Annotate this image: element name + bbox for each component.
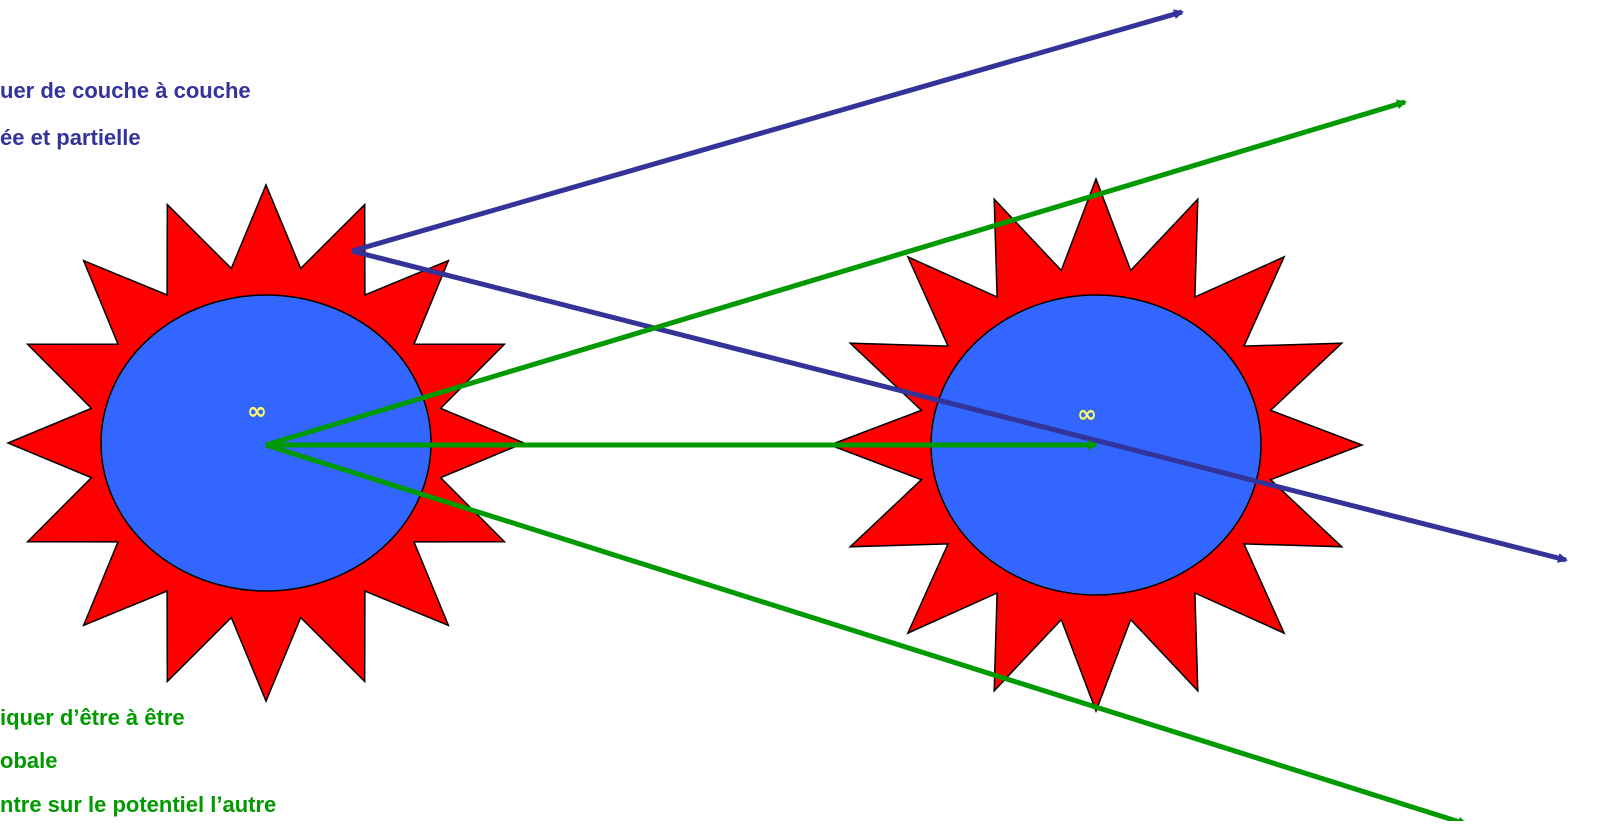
- left-infinity-symbol: ∞: [247, 397, 267, 425]
- arrows-layer: [265, 9, 1568, 826]
- green-arrow-up: [265, 99, 1407, 448]
- blue-caption-line-1: uer de couche à couche: [0, 78, 251, 103]
- blue-caption-line-2: ée et partielle: [0, 125, 141, 150]
- blue-arrow-down: [351, 248, 1568, 563]
- right-infinity-symbol: ∞: [1077, 400, 1097, 428]
- green-caption-line-3: ntre sur le potentiel l’autre: [0, 792, 277, 817]
- green-caption-line-1: iquer d’être à être: [0, 705, 185, 730]
- green-caption-line-2: obale: [0, 748, 58, 773]
- green-arrow-down: [265, 442, 1468, 826]
- blue-arrow-up: [351, 9, 1184, 254]
